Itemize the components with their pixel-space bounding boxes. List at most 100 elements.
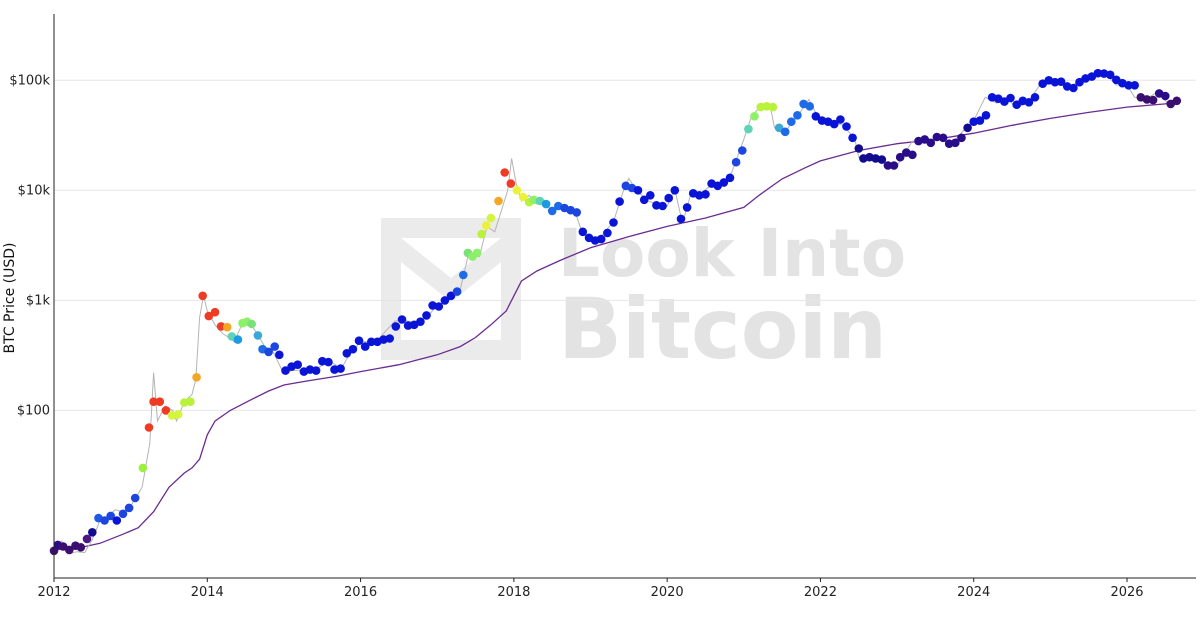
- price-marker-5: [76, 543, 86, 552]
- price-marker-66: [440, 296, 450, 305]
- price-marker-147: [926, 138, 936, 148]
- price-marker-79: [512, 186, 522, 195]
- price-marker-123: [780, 127, 790, 137]
- price-marker-21: [173, 410, 183, 419]
- price-marker-183: [1148, 95, 1158, 105]
- watermark-line2: Bitcoin: [558, 280, 887, 378]
- price-marker-37: [264, 347, 273, 357]
- y-tick-label-0: $100: [17, 403, 50, 418]
- price-marker-18: [155, 397, 165, 407]
- price-marker-65: [434, 302, 444, 311]
- price-marker-89: [572, 208, 581, 217]
- price-marker-72: [472, 248, 482, 258]
- y-tick-label-1: $1k: [26, 293, 51, 308]
- price-marker-142: [895, 152, 905, 162]
- y-tick-label-2: $10k: [18, 183, 51, 198]
- price-marker-101: [646, 191, 655, 200]
- price-marker-113: [719, 178, 729, 187]
- price-marker-180: [1130, 81, 1139, 90]
- price-marker-40: [281, 366, 290, 375]
- price-marker-67: [446, 291, 456, 301]
- price-marker-19: [161, 406, 171, 415]
- price-marker-10: [106, 511, 115, 521]
- price-marker-156: [981, 111, 991, 120]
- price-marker-170: [1069, 83, 1078, 93]
- price-marker-133: [842, 122, 851, 131]
- watermark-logo: Look Into Bitcoin: [381, 215, 906, 378]
- price-marker-9: [100, 516, 109, 525]
- price-marker-107: [682, 203, 692, 212]
- price-marker-42: [293, 360, 303, 370]
- price-marker-127: [805, 102, 814, 111]
- price-marker-135: [854, 144, 864, 153]
- price-marker-118: [750, 112, 759, 121]
- price-marker-15: [138, 463, 148, 473]
- price-marker-51: [348, 344, 358, 354]
- price-marker-84: [541, 199, 551, 209]
- price-marker-25: [198, 291, 207, 301]
- price-marker-75: [486, 213, 496, 223]
- price-marker-182: [1142, 95, 1152, 104]
- price-marker-99: [633, 186, 643, 195]
- price-marker-24: [192, 373, 201, 382]
- price-marker-102: [652, 201, 661, 210]
- price-marker-7: [88, 528, 97, 537]
- price-marker-50: [342, 349, 352, 358]
- price-marker-155: [975, 116, 985, 125]
- price-marker-35: [253, 331, 263, 340]
- y-axis-ticks: $100 $1k $10k $100k: [9, 73, 50, 418]
- price-marker-17: [149, 397, 158, 407]
- price-marker-163: [1024, 98, 1034, 107]
- price-marker-117: [744, 124, 753, 134]
- x-tick-label-2: 2016: [344, 585, 377, 600]
- price-marker-12: [118, 509, 128, 519]
- price-marker-140: [883, 161, 893, 170]
- price-marker-53: [360, 342, 370, 351]
- price-marker-121: [768, 102, 778, 112]
- price-marker-161: [1012, 100, 1021, 109]
- price-marker-179: [1124, 81, 1133, 90]
- price-marker-115: [731, 157, 741, 167]
- price-marker-187: [1172, 96, 1182, 106]
- price-marker-59: [397, 315, 407, 324]
- price-marker-134: [848, 133, 857, 143]
- price-marker-122: [774, 123, 784, 133]
- price-marker-124: [787, 117, 796, 126]
- price-marker-105: [670, 186, 680, 195]
- price-marker-96: [615, 197, 624, 206]
- watermark-emblem-icon: [381, 218, 521, 360]
- price-marker-116: [738, 146, 747, 155]
- x-axis-ticks: 2012 2014 2016 2018 2020 2022 2024 2026: [37, 578, 1144, 600]
- price-marker-29: [222, 322, 232, 332]
- price-marker-128: [811, 112, 821, 121]
- price-marker-73: [477, 229, 487, 239]
- price-marker-95: [609, 218, 618, 227]
- price-marker-38: [270, 342, 280, 351]
- price-marker-34: [247, 319, 256, 329]
- price-marker-62: [416, 317, 425, 327]
- price-marker-58: [391, 322, 401, 331]
- price-marker-104: [664, 193, 673, 203]
- series-line-0: [53, 101, 1177, 551]
- price-marker-141: [889, 161, 899, 170]
- price-marker-57: [385, 334, 395, 343]
- x-tick-label-1: 2014: [191, 585, 224, 600]
- x-tick-label-5: 2022: [804, 585, 837, 600]
- price-marker-114: [725, 173, 735, 183]
- price-marker-31: [233, 335, 243, 344]
- price-marker-151: [951, 138, 960, 148]
- x-tick-label-6: 2024: [957, 585, 990, 600]
- price-marker-78: [506, 179, 516, 188]
- price-marker-94: [603, 228, 612, 238]
- x-tick-label-3: 2018: [497, 585, 530, 600]
- grid-lines: [54, 79, 1196, 411]
- price-marker-16: [144, 423, 154, 432]
- price-marker-14: [130, 493, 140, 503]
- price-marker-153: [963, 123, 972, 133]
- price-marker-45: [311, 366, 321, 375]
- price-marker-26: [204, 311, 214, 321]
- price-marker-6: [82, 534, 92, 544]
- marker-layer: [49, 68, 1182, 556]
- price-marker-160: [1006, 93, 1015, 103]
